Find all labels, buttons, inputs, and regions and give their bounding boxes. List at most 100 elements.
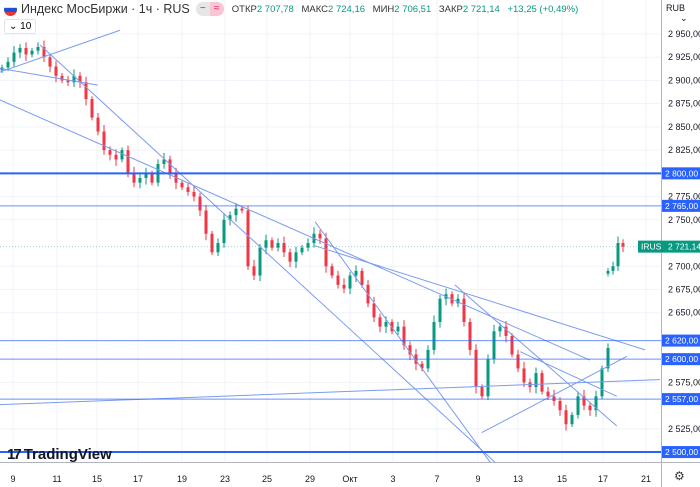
candle	[330, 263, 334, 279]
candle	[270, 237, 274, 251]
candle	[84, 76, 88, 106]
candle	[126, 145, 130, 178]
candle	[198, 192, 202, 217]
price-tick-label: 2 850,00	[668, 122, 700, 132]
time-tick-label: 9	[475, 474, 480, 484]
candle	[354, 265, 358, 283]
time-tick-label: 7	[434, 474, 439, 484]
candle-body	[516, 354, 520, 369]
candle-body	[24, 47, 28, 55]
candle	[420, 361, 424, 372]
level-price-label: 2 620,00	[665, 336, 698, 346]
candle	[570, 412, 574, 427]
candle-body	[294, 252, 298, 262]
candle-body	[90, 99, 94, 118]
candle-body	[408, 345, 412, 355]
candle-body	[438, 298, 442, 322]
candle	[474, 344, 478, 394]
candle	[222, 213, 226, 248]
candle	[96, 112, 100, 136]
time-tick-label: 17	[598, 474, 608, 484]
time-tick-label: 11	[52, 474, 61, 484]
candle	[24, 42, 28, 61]
candle-body	[342, 284, 346, 289]
trend-line	[39, 44, 496, 463]
price-tick-label: 2 950,00	[668, 29, 700, 39]
candle-body	[396, 326, 400, 332]
candle-body	[168, 159, 172, 174]
candle	[378, 313, 382, 333]
candle-body	[276, 243, 280, 248]
approx-icon[interactable]: ≈	[209, 2, 224, 16]
candle	[30, 47, 34, 58]
price-tick-label: 2 700,00	[668, 261, 700, 271]
time-tick-label: 13	[513, 474, 523, 484]
candle-body	[372, 303, 376, 318]
candle	[492, 324, 496, 364]
price-tick-label: 2 775,00	[668, 192, 700, 202]
candle	[18, 44, 22, 59]
candle	[300, 244, 304, 256]
candle	[522, 361, 526, 388]
candle-body	[486, 359, 490, 397]
candle-body	[522, 368, 526, 383]
candle	[498, 322, 502, 337]
candle	[611, 261, 615, 275]
candle	[558, 397, 562, 416]
candle-body	[78, 75, 82, 83]
level-price-label: 2 800,00	[665, 168, 698, 178]
candle	[264, 234, 268, 255]
trend-line	[0, 99, 591, 361]
candle	[456, 294, 460, 308]
candle-body	[288, 252, 292, 262]
candle	[228, 211, 232, 226]
candle-body	[126, 150, 130, 174]
level-price-label: 2 500,00	[665, 447, 698, 457]
time-tick-label: 29	[305, 474, 315, 484]
candle-body	[60, 75, 64, 81]
tradingview-logo[interactable]: 17 TradingView	[7, 446, 112, 463]
candle-body	[108, 150, 112, 155]
candle	[396, 321, 400, 335]
candle-body	[600, 368, 604, 397]
candle-body	[12, 52, 16, 62]
candle	[348, 271, 352, 295]
chevron-down-icon: ⌄	[9, 21, 21, 32]
symbol-title[interactable]: Индекс МосБиржи · 1ч · RUS	[21, 2, 190, 16]
price-tick-label: 2 925,00	[668, 52, 700, 62]
candle-body	[318, 233, 322, 239]
candle-body	[546, 391, 550, 397]
time-tick-label: 17	[133, 474, 143, 484]
candle-body	[456, 298, 460, 304]
currency-selector[interactable]: RUB ⌄	[666, 3, 688, 23]
candle	[252, 259, 256, 281]
compare-toggle[interactable]: − ≈	[195, 2, 224, 16]
candle	[306, 238, 310, 252]
time-tick-label: 19	[177, 474, 187, 484]
candle	[336, 270, 340, 289]
candle-body	[54, 66, 58, 76]
candle	[66, 75, 70, 87]
candle	[180, 179, 184, 191]
candle	[78, 72, 82, 88]
candle-body	[132, 173, 136, 183]
indicators-toggle[interactable]: ⌄ 10	[4, 19, 37, 34]
candle-body	[216, 243, 220, 253]
trend-line	[0, 29, 121, 73]
candle	[54, 60, 58, 83]
settings-gear-icon[interactable]: ⚙	[674, 469, 685, 483]
candle	[210, 230, 214, 256]
candle-body	[588, 405, 592, 411]
candle-body	[330, 266, 334, 276]
candle-body	[564, 410, 568, 425]
minus-icon[interactable]: −	[195, 2, 210, 16]
candle-body	[558, 400, 562, 411]
candle-body	[36, 47, 40, 51]
candle-body	[492, 331, 496, 360]
candle	[120, 147, 124, 163]
candle-body	[540, 373, 544, 392]
candle	[132, 166, 136, 188]
candle	[606, 268, 610, 277]
candle	[486, 354, 490, 401]
